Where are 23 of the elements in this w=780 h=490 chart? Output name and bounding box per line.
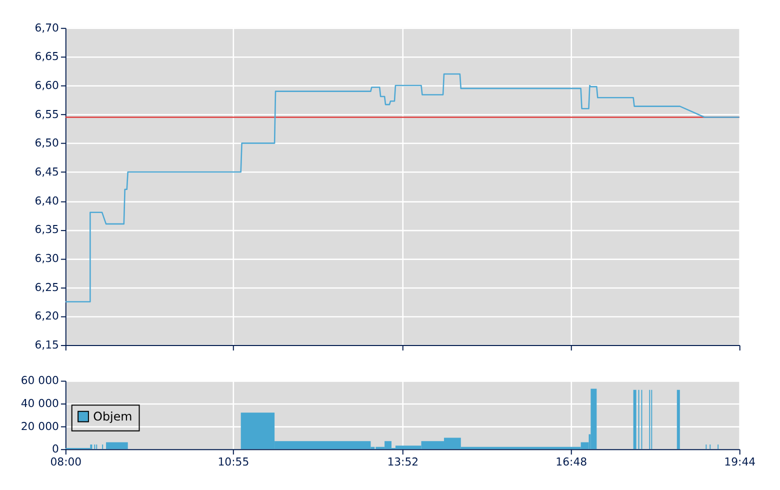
x-tick-label: 16:48 — [556, 455, 588, 468]
x-tick-label: 13:52 — [387, 455, 419, 468]
y-tick-label: 6,55 — [34, 108, 59, 121]
y-tick-label: 6,60 — [34, 79, 60, 92]
y-tick-label: 6,70 — [34, 21, 60, 34]
line-series — [65, 73, 740, 302]
y-tick-label: 6,25 — [34, 280, 59, 294]
y-tick-label: 40 000 — [20, 396, 60, 410]
y-tick-label: 20 000 — [20, 420, 60, 433]
y-tick-label: 6,45 — [34, 166, 59, 179]
x-tick-label: 19:44 — [724, 455, 756, 468]
y-tick-label: 6,50 — [34, 136, 60, 150]
y-tick-label: 6,30 — [34, 252, 60, 266]
y-tick-label: 6,40 — [34, 194, 60, 208]
x-tick-label: 08:00 — [50, 455, 82, 468]
y-tick-label: 6,65 — [34, 50, 59, 64]
x-tick-label: 10:55 — [218, 455, 250, 468]
y-tick-label: 6,35 — [34, 223, 59, 236]
y-tick-label: 60 000 — [20, 374, 60, 388]
y-tick-label: 0 — [52, 442, 60, 456]
y-tick-label: 6,15 — [34, 338, 59, 352]
y-tick-label: 6,20 — [34, 310, 60, 323]
legend-label: Objem — [93, 410, 132, 424]
